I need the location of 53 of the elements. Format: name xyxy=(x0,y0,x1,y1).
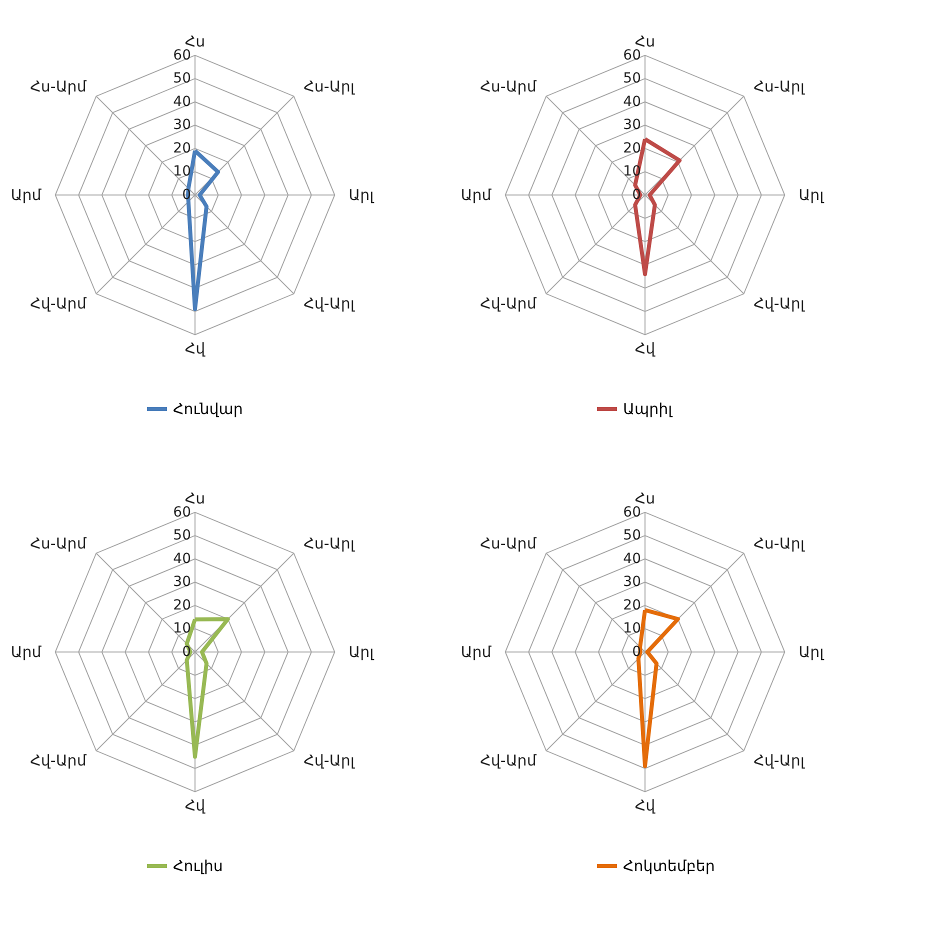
spoke-label: Հվ-Արմ xyxy=(480,294,537,313)
spoke-label: Հվ xyxy=(184,796,206,815)
spoke-label: Հվ-Արմ xyxy=(30,752,87,770)
spoke-label: Հվ-Արլ xyxy=(304,294,356,313)
y-tick-label: 30 xyxy=(623,574,641,590)
spoke-label: Արմ xyxy=(10,643,42,661)
spoke-label: Արմ xyxy=(460,643,492,661)
y-tick-label: 40 xyxy=(173,550,191,567)
y-tick-label: 50 xyxy=(173,70,191,87)
y-tick-label: 30 xyxy=(173,117,191,134)
y-tick-label: 40 xyxy=(623,94,641,110)
spoke-label: Հս-Արմ xyxy=(30,534,87,552)
legend-label: Ապրիլ xyxy=(623,400,674,418)
spoke-label: Հս-Արմ xyxy=(30,77,87,96)
spoke-label: Արմ xyxy=(460,186,492,204)
y-tick-label: 50 xyxy=(173,528,191,544)
y-tick-label: 20 xyxy=(623,140,641,156)
spoke-label: Հվ xyxy=(634,796,656,815)
spoke-label: Հվ-Արմ xyxy=(480,752,537,770)
spoke-label: Հս-Արմ xyxy=(480,534,537,552)
spoke-label: Հվ-Արլ xyxy=(754,294,806,313)
y-tick-label: 0 xyxy=(632,187,641,203)
y-tick-label: 0 xyxy=(182,644,191,660)
spoke-label: Հս-Արլ xyxy=(754,77,806,96)
spoke-label: Արլ xyxy=(348,186,375,204)
y-tick-label: 30 xyxy=(173,574,191,590)
spoke-label: Արլ xyxy=(348,643,375,661)
y-tick-label: 20 xyxy=(623,597,641,614)
y-tick-label: 10 xyxy=(623,620,641,637)
y-tick-label: 50 xyxy=(623,70,641,87)
spoke-label: Հվ-Արլ xyxy=(304,752,356,770)
spoke-label: Հվ-Արլ xyxy=(754,752,806,770)
y-tick-label: 0 xyxy=(182,187,191,203)
spoke-label: Արմ xyxy=(10,186,42,204)
spoke-label: Հվ xyxy=(634,340,656,358)
legend-label: Հունվար xyxy=(173,400,243,418)
y-tick-label: 40 xyxy=(623,550,641,567)
y-tick-label: 50 xyxy=(623,528,641,544)
y-tick-label: 20 xyxy=(173,140,191,156)
spoke-label: Հս-Արլ xyxy=(754,534,806,552)
spoke-label: Հվ-Արմ xyxy=(30,294,87,313)
spoke-label: Հս-Արլ xyxy=(304,534,356,552)
y-tick-label: 10 xyxy=(173,620,191,637)
spoke-label: Արլ xyxy=(798,643,825,661)
spoke-label: Հս-Արմ xyxy=(480,77,537,96)
y-tick-label: 30 xyxy=(623,117,641,134)
y-tick-label: 40 xyxy=(173,94,191,110)
spoke-label: Հվ xyxy=(184,340,206,358)
legend-label: Հոկտեմբեր xyxy=(623,857,715,875)
legend-label: Հուլիս xyxy=(173,857,223,875)
y-tick-label: 20 xyxy=(173,597,191,614)
spoke-label: Արլ xyxy=(798,186,825,204)
spoke-label: Հս-Արլ xyxy=(304,77,356,96)
